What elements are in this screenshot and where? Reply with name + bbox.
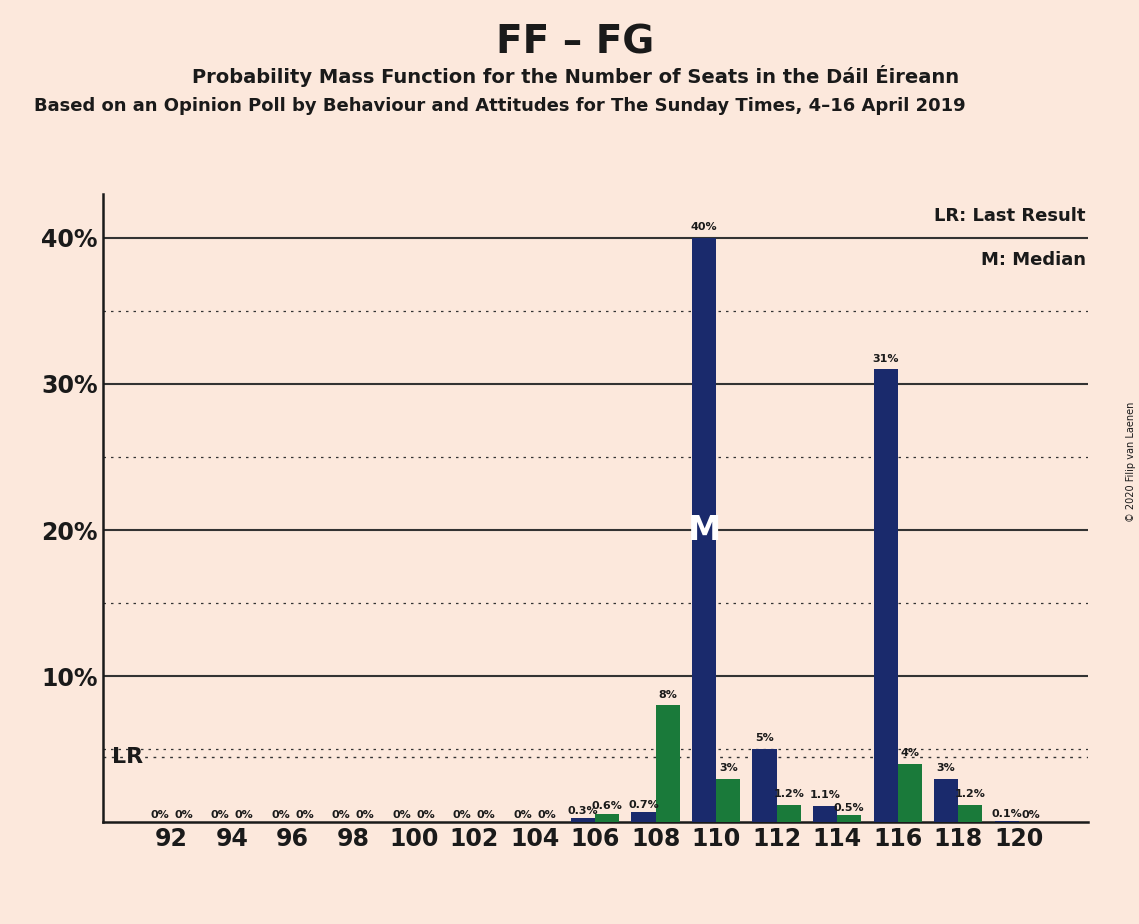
Bar — [716, 779, 740, 822]
Text: 0%: 0% — [416, 810, 435, 821]
Bar — [898, 764, 921, 822]
Text: 0%: 0% — [150, 810, 169, 821]
Text: 0.7%: 0.7% — [629, 800, 659, 810]
Text: 1.2%: 1.2% — [773, 789, 804, 799]
Bar — [753, 749, 777, 822]
Text: 0%: 0% — [355, 810, 375, 821]
Text: 3%: 3% — [936, 762, 956, 772]
Text: 0%: 0% — [271, 810, 289, 821]
Text: 8%: 8% — [658, 689, 678, 699]
Text: 0%: 0% — [174, 810, 192, 821]
Bar — [595, 814, 620, 822]
Bar — [656, 705, 680, 822]
Bar — [571, 818, 595, 822]
Bar — [934, 779, 958, 822]
Text: 40%: 40% — [690, 222, 718, 232]
Text: Based on an Opinion Poll by Behaviour and Attitudes for The Sunday Times, 4–16 A: Based on an Opinion Poll by Behaviour an… — [34, 97, 966, 115]
Text: 1.1%: 1.1% — [810, 790, 841, 800]
Text: 0%: 0% — [477, 810, 495, 821]
Text: 4%: 4% — [900, 748, 919, 758]
Text: 0%: 0% — [235, 810, 254, 821]
Text: Probability Mass Function for the Number of Seats in the Dáil Éireann: Probability Mass Function for the Number… — [191, 65, 959, 87]
Bar — [631, 812, 656, 822]
Text: 0%: 0% — [392, 810, 411, 821]
Text: 0.6%: 0.6% — [592, 801, 623, 811]
Text: 5%: 5% — [755, 734, 775, 744]
Text: 0.3%: 0.3% — [567, 806, 598, 816]
Bar — [837, 815, 861, 822]
Text: LR: Last Result: LR: Last Result — [934, 207, 1085, 225]
Text: 0%: 0% — [538, 810, 556, 821]
Text: FF – FG: FF – FG — [497, 23, 654, 61]
Text: 0%: 0% — [514, 810, 532, 821]
Text: © 2020 Filip van Laenen: © 2020 Filip van Laenen — [1126, 402, 1136, 522]
Text: 0.5%: 0.5% — [834, 803, 865, 813]
Bar — [777, 805, 801, 822]
Text: 0.1%: 0.1% — [991, 808, 1022, 819]
Text: M: Median: M: Median — [981, 250, 1085, 269]
Text: LR: LR — [113, 747, 144, 767]
Text: 1.2%: 1.2% — [954, 789, 985, 799]
Text: 0%: 0% — [331, 810, 351, 821]
Bar — [958, 805, 983, 822]
Bar — [813, 807, 837, 822]
Bar — [874, 370, 898, 822]
Text: M: M — [688, 514, 721, 547]
Text: 0%: 0% — [295, 810, 314, 821]
Text: 0%: 0% — [452, 810, 472, 821]
Text: 0%: 0% — [211, 810, 229, 821]
Text: 3%: 3% — [719, 762, 738, 772]
Bar — [693, 237, 716, 822]
Text: 31%: 31% — [872, 354, 899, 363]
Bar — [994, 821, 1018, 822]
Text: 0%: 0% — [1022, 810, 1040, 821]
